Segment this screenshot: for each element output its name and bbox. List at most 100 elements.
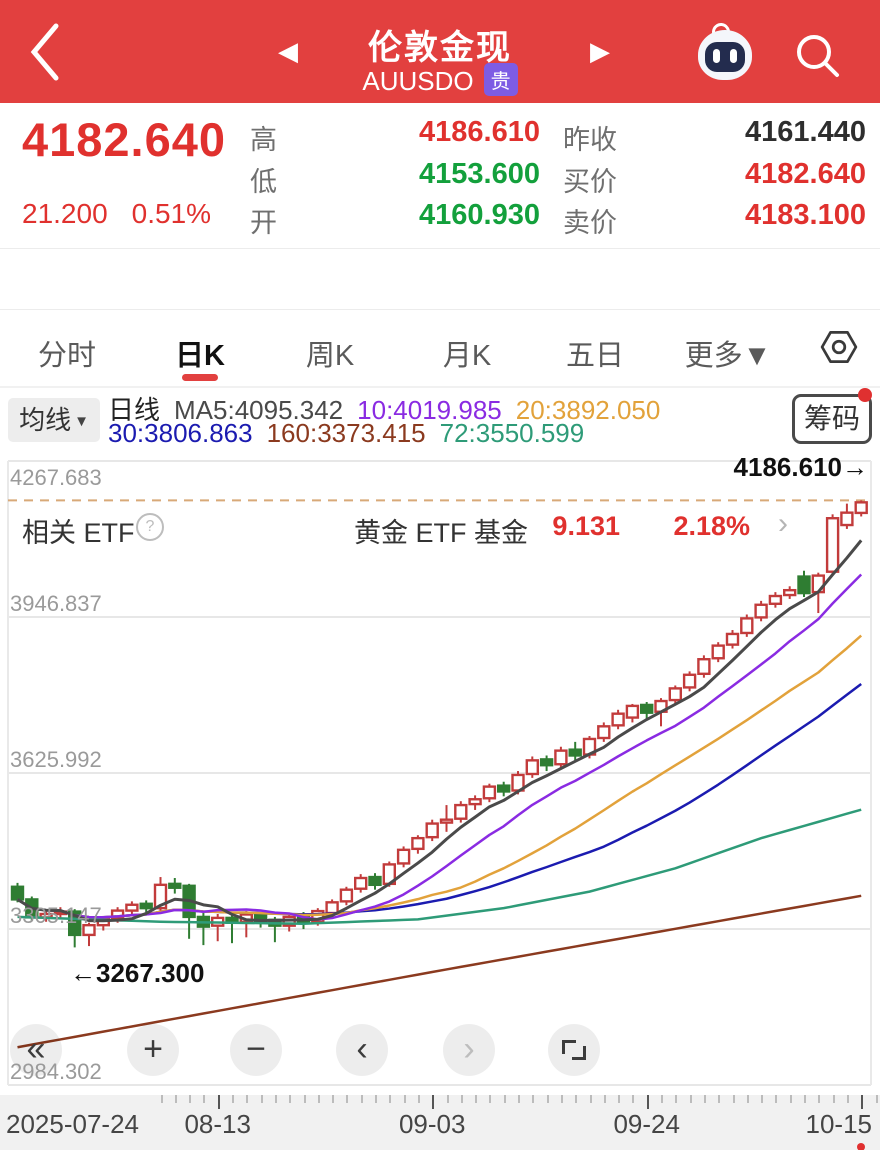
ruler-tick [260, 1095, 263, 1103]
price-change-row: 21.200 0.51% [22, 198, 235, 230]
expand-icon [572, 1046, 586, 1060]
quote-field-value: 4183.100 [745, 199, 866, 231]
ruler-tick [475, 1095, 478, 1103]
prev-symbol-button[interactable]: ◀ [278, 36, 298, 66]
quote-field-label: 昨收 [563, 125, 617, 155]
assistant-robot-icon[interactable] [698, 19, 754, 82]
ruler-tick [246, 1095, 249, 1103]
market-badge: 贵 [483, 63, 518, 96]
next-symbol-button[interactable]: ▶ [590, 36, 610, 66]
x-axis-label: 08-13 [184, 1109, 251, 1139]
price-change: 21.200 [22, 198, 108, 229]
last-price: 4182.640 [22, 113, 227, 166]
ruler-tick [589, 1095, 592, 1103]
candlestick-chart[interactable] [0, 448, 880, 1088]
quote-field-value: 4182.640 [745, 158, 866, 190]
period-tabs: 分时 日K 周K 月K 五日 更多▼ [0, 310, 880, 388]
etf-name: 黄金 ETF 基金 [354, 518, 528, 548]
x-axis-label: 10-15 [805, 1109, 873, 1139]
tab-五日[interactable]: 五日 [565, 340, 625, 372]
symbol-label: AUUSDO [362, 66, 474, 96]
back-button[interactable] [26, 18, 66, 91]
gear-icon [820, 330, 858, 364]
related-etf-label: 相关 ETF [22, 518, 135, 548]
ruler-tick [875, 1095, 878, 1103]
tab-月K[interactable]: 月K [442, 340, 492, 372]
active-tab-underline [182, 374, 218, 381]
pan-left-button[interactable]: ‹ [336, 1024, 388, 1076]
ruler-tick [804, 1095, 806, 1103]
x-axis-label: 2025-07-24 [6, 1109, 139, 1139]
ruler-tick [775, 1095, 778, 1103]
ruler-tick [346, 1095, 349, 1103]
chips-button[interactable]: 筹码 [792, 394, 872, 444]
ruler-tick [303, 1095, 306, 1103]
y-axis-label: 2984.302 [10, 1059, 102, 1084]
ma-legend-line2: 30:3806.863 160:3373.415 72:3550.599 [108, 418, 598, 449]
pan-right-button[interactable]: › [443, 1024, 495, 1076]
price-change-pct: 0.51% [131, 198, 212, 229]
ruler-tick [332, 1095, 335, 1103]
ruler-tick [718, 1095, 721, 1103]
tab-更多[interactable]: 更多▼ [684, 340, 772, 372]
ma-dropdown-button[interactable]: 均线 ▼ [8, 398, 100, 442]
header: ◀ 伦敦金现 ▶ AUUSDO 贵 [0, 0, 880, 103]
ruler-tick [746, 1095, 749, 1103]
ruler-tick [375, 1095, 377, 1103]
rewind-button[interactable]: « [10, 1024, 62, 1076]
ruler-tick [818, 1095, 821, 1103]
chart-settings-button[interactable] [820, 328, 858, 371]
quote-field-label: 低 [250, 167, 277, 197]
ma-legend-item: 10:4019.985 [357, 395, 502, 425]
ruler-tick [832, 1095, 835, 1103]
ruler-tick [689, 1095, 692, 1103]
chevron-right-icon: › [778, 507, 788, 540]
quote-field-label: 开 [250, 208, 277, 238]
page-title: 伦敦金现 [368, 29, 512, 67]
ruler-tick [432, 1095, 435, 1109]
x-axis: 2025-07-24 08-13 09-03 09-24 10-15 [0, 1095, 880, 1150]
ma-legend-item: 30:3806.863 [108, 418, 253, 448]
ruler-tick [846, 1095, 849, 1103]
expand-icon [562, 1040, 576, 1054]
ruler-tick [289, 1095, 292, 1103]
ruler-tick [274, 1095, 277, 1103]
ruler-tick [575, 1095, 578, 1103]
ruler-tick [518, 1095, 520, 1103]
ruler-tick [446, 1095, 449, 1103]
quote-field-label: 买价 [563, 167, 617, 197]
symbol-row: AUUSDO 贵 [0, 63, 880, 97]
ruler-tick [460, 1095, 463, 1103]
ruler-tick [603, 1095, 606, 1103]
ruler-tick [789, 1095, 792, 1103]
ma-legend-item: 160:3373.415 [266, 418, 426, 448]
zoom-in-button[interactable]: + [127, 1024, 179, 1076]
ruler-tick [661, 1095, 663, 1103]
tab-周K[interactable]: 周K [305, 340, 355, 372]
search-button[interactable] [792, 30, 844, 87]
ma-legend: 均线 ▼ 日线 MA5:4095.342 10:4019.985 20:3892.050… [0, 386, 880, 448]
ruler-tick [189, 1095, 192, 1103]
back-icon [30, 23, 59, 81]
etf-change-pct: 2.18% [673, 511, 750, 541]
quote-field-value: 4153.600 [419, 158, 540, 190]
help-icon[interactable]: ? [136, 513, 164, 541]
x-axis-label: 09-24 [613, 1109, 680, 1139]
quote-field-value: 4161.440 [745, 116, 866, 148]
ruler-tick [560, 1095, 563, 1103]
zoom-out-button[interactable]: − [230, 1024, 282, 1076]
ruler-tick [732, 1095, 735, 1103]
y-axis-label: 4267.683 [10, 465, 102, 490]
search-icon [797, 35, 839, 77]
ruler-tick [160, 1095, 163, 1103]
related-etf-row[interactable]: 相关 ETF ? 黄金 ETF 基金 9.131 2.18% › [0, 248, 880, 548]
ruler-tick [646, 1095, 649, 1109]
ruler-tick [360, 1095, 363, 1103]
tab-日K[interactable]: 日K [175, 340, 225, 372]
quote-field-label: 卖价 [563, 208, 617, 238]
notification-dot [858, 388, 872, 402]
tab-分时[interactable]: 分时 [37, 340, 97, 372]
low-marker-label: ←3267.300 [70, 958, 205, 988]
fullscreen-button[interactable] [548, 1024, 600, 1076]
